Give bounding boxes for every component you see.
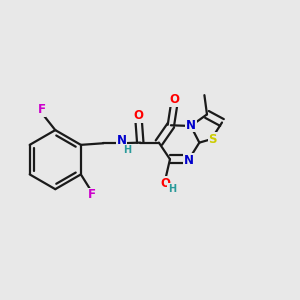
Text: F: F [38, 103, 46, 116]
Text: O: O [161, 177, 171, 190]
Text: N: N [186, 118, 196, 131]
Text: F: F [88, 188, 96, 202]
Text: N: N [117, 134, 127, 146]
Text: H: H [168, 184, 176, 194]
Text: O: O [134, 109, 144, 122]
Text: O: O [169, 93, 179, 106]
Text: H: H [123, 145, 131, 155]
Text: S: S [208, 133, 217, 146]
Text: N: N [184, 154, 194, 167]
